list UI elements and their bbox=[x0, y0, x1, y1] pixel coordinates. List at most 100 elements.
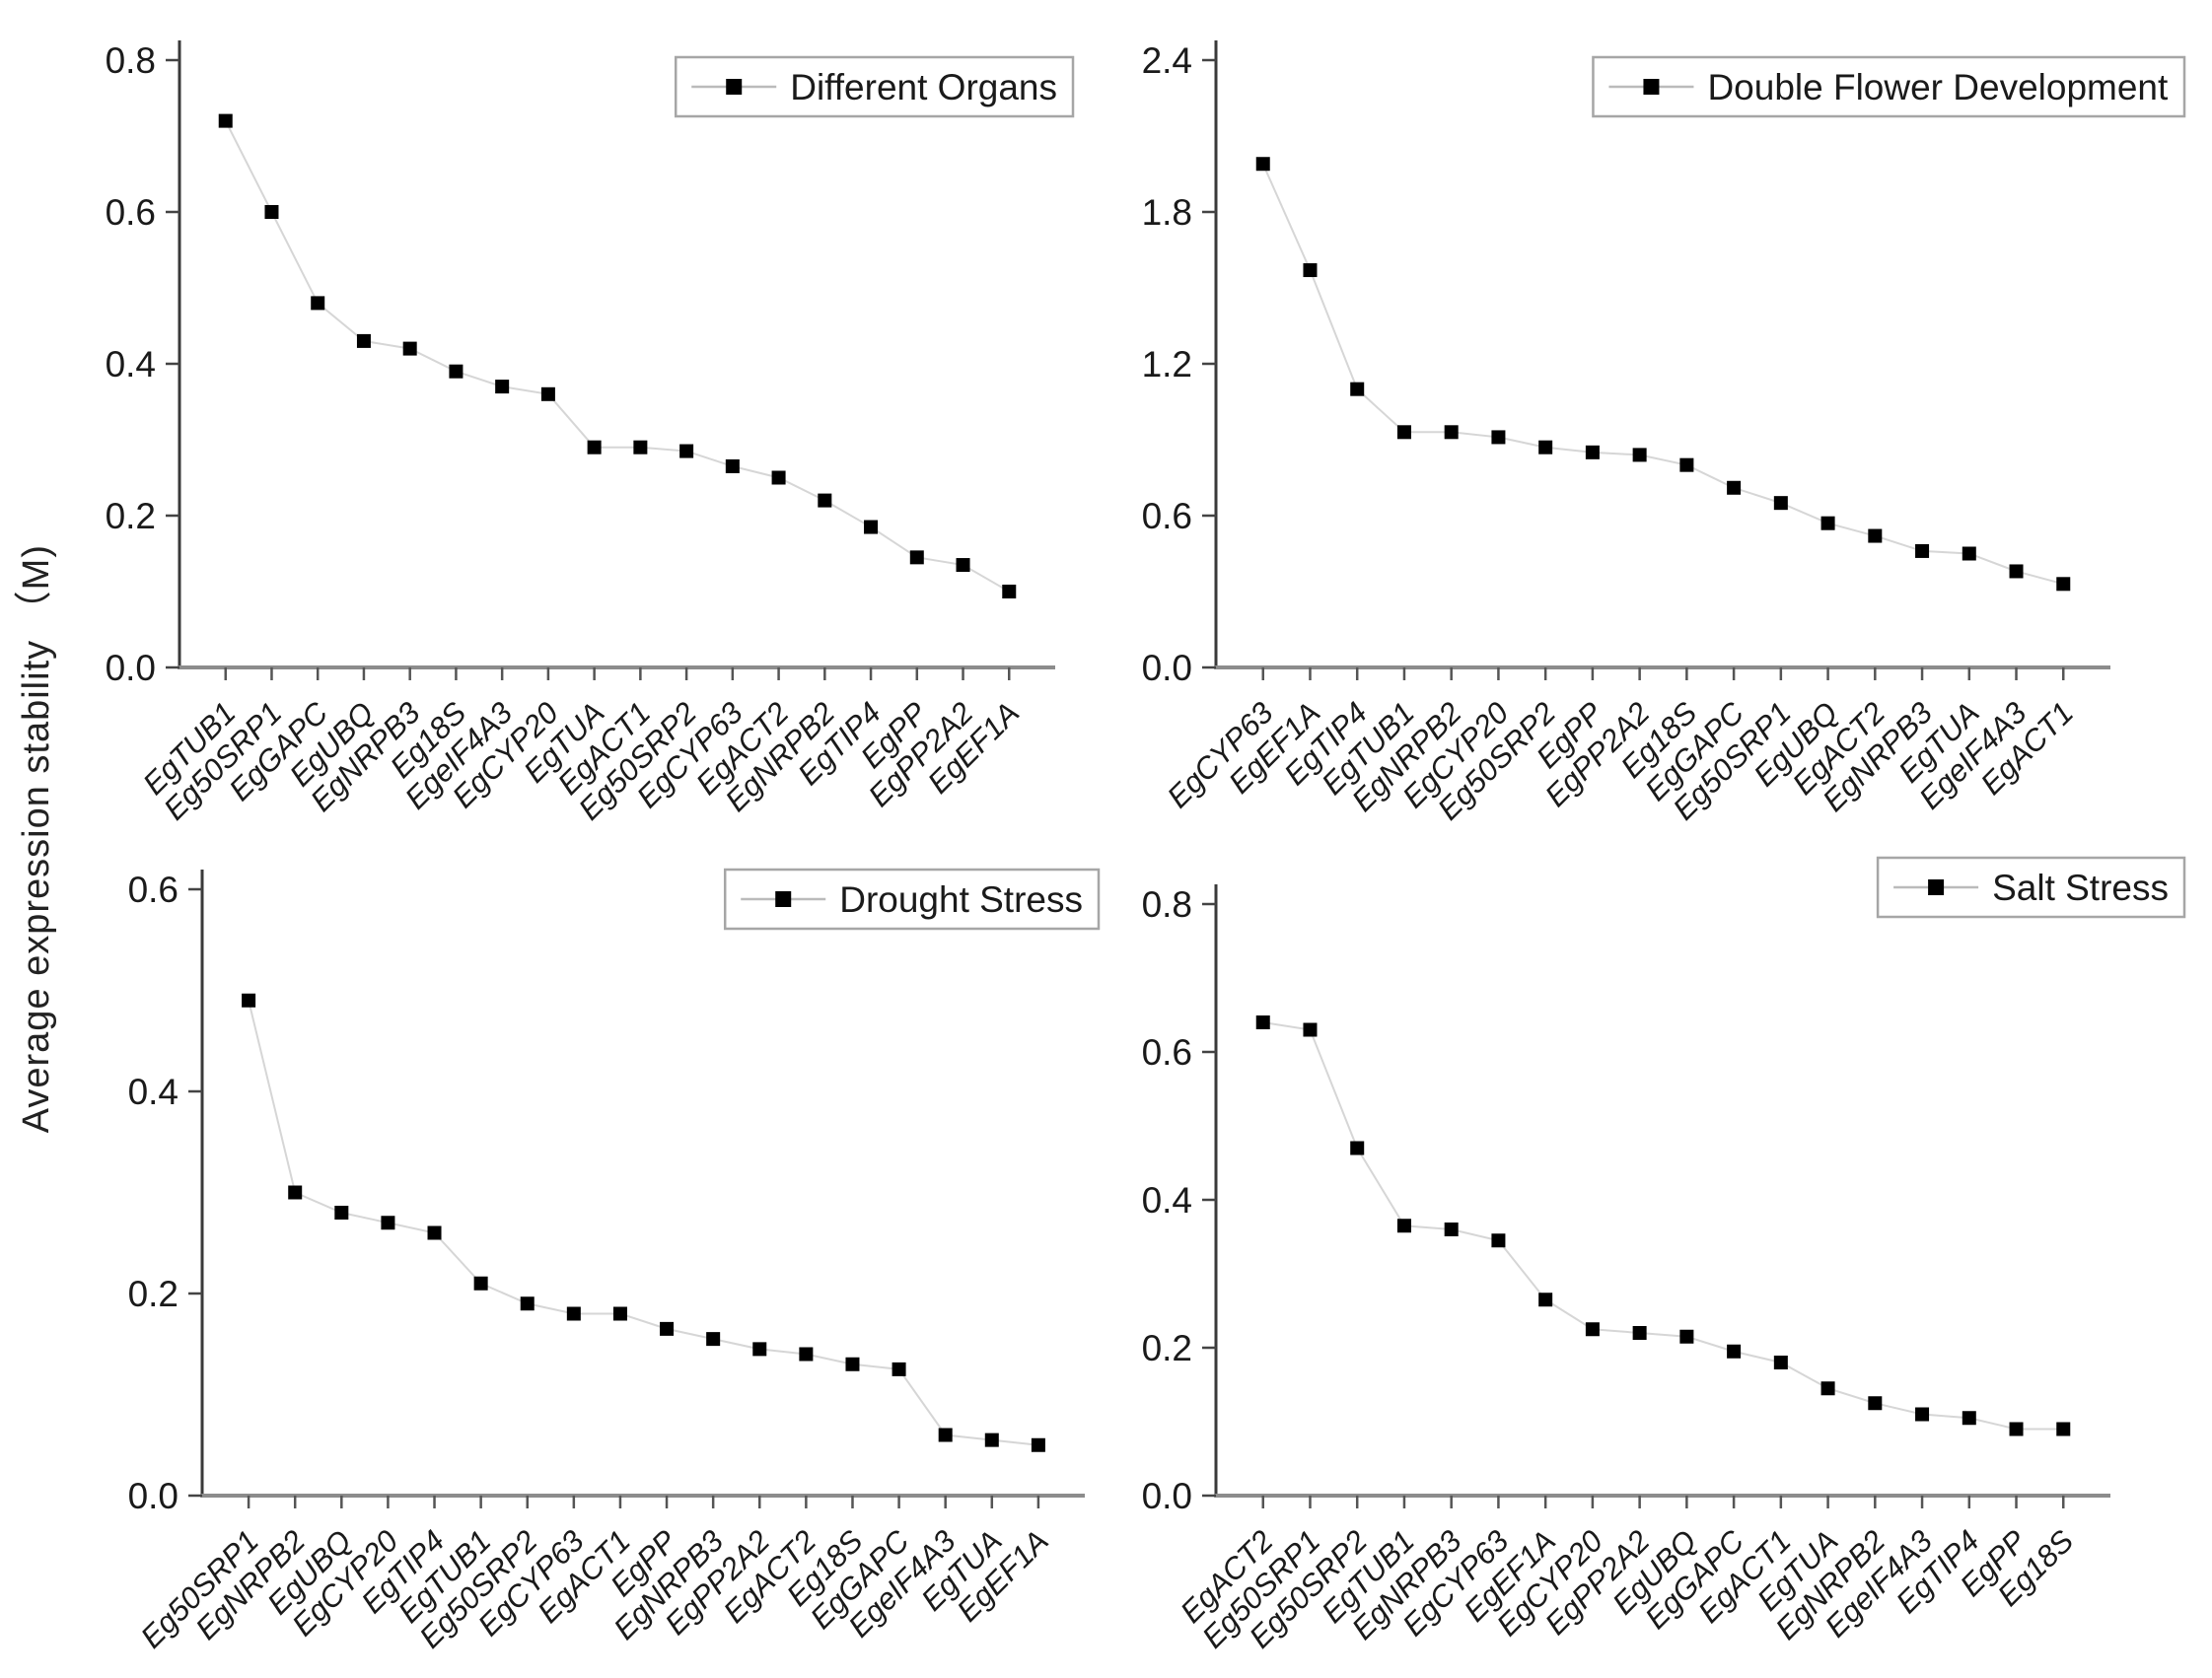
y-tick-label: 0.4 bbox=[128, 1072, 178, 1112]
data-point-marker bbox=[1350, 382, 1365, 396]
legend: Drought Stress bbox=[723, 868, 1101, 931]
legend-label: Drought Stress bbox=[839, 879, 1083, 920]
y-tick-label: 0.2 bbox=[1142, 1328, 1192, 1368]
data-point-marker bbox=[1396, 425, 1411, 440]
data-point-marker bbox=[566, 1306, 581, 1321]
data-point-marker bbox=[520, 1296, 535, 1311]
data-point-marker bbox=[473, 1276, 488, 1291]
chart-double-flower-development: 0.00.61.21.82.4EgCYP63EgEF1AEgTIP4EgTUB1… bbox=[1142, 40, 2186, 826]
y-tick-label: 0.8 bbox=[1142, 884, 1192, 925]
data-point-marker bbox=[1773, 1356, 1788, 1369]
data-point-marker bbox=[633, 440, 648, 454]
data-point-marker bbox=[311, 296, 325, 311]
data-point-marker bbox=[2056, 577, 2071, 592]
y-tick-label: 0.8 bbox=[106, 40, 156, 81]
chart-different-organs: 0.00.20.40.60.8EgTUB1Eg50SRP1EgGAPCEgUBQ… bbox=[106, 40, 1075, 826]
data-point-marker bbox=[984, 1433, 999, 1447]
data-point-marker bbox=[909, 550, 924, 565]
data-point-marker bbox=[334, 1206, 349, 1220]
data-point-marker bbox=[938, 1428, 953, 1442]
data-point-marker bbox=[1303, 1022, 1318, 1037]
data-point-marker bbox=[752, 1342, 767, 1357]
y-axis-title-strip: Average expression stability （M) bbox=[10, 0, 61, 1678]
data-point-marker bbox=[2009, 564, 2024, 579]
y-tick-label: 0.0 bbox=[1142, 648, 1192, 688]
panel-salt-stress: 0.0 0.2 0.4 0.6 0.8 EgACT2 Eg50SRP1 Eg50SRP2 EgT… bbox=[1105, 838, 2212, 1678]
data-point-marker bbox=[356, 333, 371, 348]
data-point-marker bbox=[1820, 516, 1835, 530]
legend: Salt Stress bbox=[1876, 856, 2186, 919]
data-point-marker bbox=[449, 364, 464, 379]
y-tick-label: 0.2 bbox=[128, 1274, 178, 1314]
y-tick-label: 0.6 bbox=[1142, 496, 1192, 536]
data-point-marker bbox=[1773, 496, 1788, 511]
y-tick-label: 0.6 bbox=[106, 192, 156, 233]
data-point-marker bbox=[1962, 546, 1976, 561]
data-point-marker bbox=[242, 993, 256, 1008]
data-point-marker bbox=[1679, 457, 1694, 472]
data-point-marker bbox=[1491, 1233, 1506, 1248]
series-line bbox=[248, 1000, 1039, 1446]
panel-drought-stress: 0.0 0.2 0.4 0.6 Eg50SRP1 EgNRPB2 EgUBQ EgCYP20 E… bbox=[89, 838, 1105, 1678]
data-point-marker bbox=[1962, 1411, 1976, 1426]
legend-label: Salt Stress bbox=[1992, 868, 2169, 908]
data-point-marker bbox=[288, 1185, 303, 1200]
data-point-marker bbox=[2009, 1422, 2024, 1436]
data-point-marker bbox=[1350, 1141, 1365, 1155]
data-point-marker bbox=[427, 1225, 442, 1240]
y-tick-label: 0.0 bbox=[1142, 1476, 1192, 1516]
data-point-marker bbox=[1820, 1381, 1835, 1396]
y-axis-title: Average expression stability （M) bbox=[15, 544, 57, 1134]
data-point-marker bbox=[1002, 585, 1017, 598]
y-tick-label: 0.6 bbox=[1142, 1032, 1192, 1073]
series-line bbox=[1261, 163, 2064, 586]
data-point-marker bbox=[1727, 480, 1742, 495]
data-point-marker bbox=[1632, 448, 1647, 462]
legend-marker-icon bbox=[726, 79, 743, 95]
y-tick-label: 2.4 bbox=[1142, 40, 1192, 81]
y-tick-label: 0.0 bbox=[128, 1476, 178, 1516]
legend-marker-icon bbox=[1928, 879, 1945, 895]
y-tick-label: 0.4 bbox=[1142, 1180, 1192, 1221]
data-point-marker bbox=[799, 1347, 814, 1362]
panel-different-organs: 0.0 0.2 0.4 0.6 0.8 EgTUB1 Eg50SRP1 EgGAPC EgUBQ… bbox=[89, 0, 1105, 838]
data-point-marker bbox=[381, 1216, 395, 1230]
data-point-marker bbox=[679, 444, 694, 458]
data-point-marker bbox=[587, 440, 602, 454]
y-tick-label: 1.8 bbox=[1142, 192, 1192, 233]
data-point-marker bbox=[818, 493, 832, 508]
series-line bbox=[1262, 1021, 2064, 1431]
y-tick-label: 0.2 bbox=[106, 496, 156, 536]
data-point-marker bbox=[771, 470, 786, 485]
chart-salt-stress: 0.00.20.40.60.8EgACT2Eg50SRP1Eg50SRP2EgT… bbox=[1142, 856, 2186, 1654]
data-point-marker bbox=[1396, 1219, 1411, 1233]
data-point-marker bbox=[1538, 1293, 1553, 1307]
data-point-marker bbox=[1585, 1322, 1600, 1337]
data-point-marker bbox=[612, 1306, 627, 1321]
data-point-marker bbox=[540, 386, 555, 401]
legend: Different Organs bbox=[674, 55, 1075, 118]
data-point-marker bbox=[1915, 543, 1930, 558]
data-point-marker bbox=[1255, 157, 1270, 172]
data-point-marker bbox=[1868, 1396, 1883, 1411]
data-point-marker bbox=[1538, 440, 1553, 454]
data-point-marker bbox=[1255, 1015, 1270, 1029]
data-point-marker bbox=[706, 1332, 721, 1347]
data-point-marker bbox=[864, 520, 879, 534]
y-tick-label: 1.2 bbox=[1142, 344, 1192, 385]
data-point-marker bbox=[660, 1321, 675, 1336]
data-point-marker bbox=[1727, 1344, 1742, 1359]
data-point-marker bbox=[1444, 1223, 1459, 1236]
data-point-marker bbox=[1679, 1329, 1694, 1344]
legend: Double Flower Development bbox=[1592, 55, 2186, 118]
data-point-marker bbox=[1303, 263, 1318, 278]
legend-marker-icon bbox=[775, 891, 792, 907]
data-point-marker bbox=[402, 341, 417, 356]
data-point-marker bbox=[956, 558, 970, 573]
y-tick-label: 0.0 bbox=[106, 648, 156, 688]
data-point-marker bbox=[1444, 425, 1459, 440]
legend-label: Double Flower Development bbox=[1707, 67, 2169, 107]
data-point-marker bbox=[2056, 1422, 2071, 1436]
y-tick-label: 0.4 bbox=[106, 344, 156, 385]
